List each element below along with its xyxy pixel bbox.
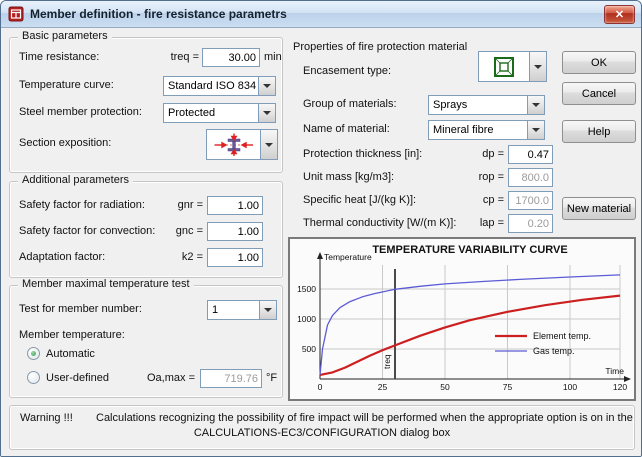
window-title: Member definition - fire resistance para… <box>30 7 287 21</box>
temperature-chart: 0 25 50 75 100 120 500 1000 1500 treq TEMPERATURE … <box>288 237 636 401</box>
svg-text:120: 120 <box>613 382 627 392</box>
lap-label: lap = <box>479 217 504 229</box>
radiation-factor-label: Safety factor for radiation: <box>19 199 145 211</box>
treq-label: treq = <box>170 51 199 63</box>
ok-button[interactable]: OK <box>562 51 636 74</box>
section-exposition-select[interactable] <box>206 129 278 160</box>
chevron-down-icon <box>527 121 544 139</box>
warning-bar: Warning !!! Calculations recognizing the… <box>9 405 635 450</box>
lap-input[interactable] <box>508 214 553 233</box>
name-of-material-select[interactable]: Mineral fibre <box>428 120 545 140</box>
cp-label: cp = <box>482 194 504 206</box>
rop-input[interactable] <box>508 168 553 187</box>
close-icon: ✕ <box>614 9 625 21</box>
oamax-unit-label: °F <box>266 372 278 384</box>
warning-label: Warning !!! <box>20 412 73 424</box>
protection-thickness-label: Protection thickness [in]: <box>303 148 423 160</box>
cp-input[interactable] <box>508 191 553 210</box>
svg-text:Element temp.: Element temp. <box>533 331 591 341</box>
name-of-material-label: Name of material: <box>303 123 390 135</box>
rop-label: rop = <box>478 171 504 183</box>
warning-line2: CALCULATIONS-EC3/CONFIGURATION dialog bo… <box>193 427 451 439</box>
temperature-curve-label: Temperature curve: <box>19 79 114 91</box>
chevron-down-icon <box>259 301 276 319</box>
convection-factor-label: Safety factor for convection: <box>19 225 156 237</box>
svg-text:500: 500 <box>302 344 316 354</box>
k2-input[interactable] <box>207 248 263 267</box>
specific-heat-label: Specific heat [J/(kg K)]: <box>303 194 417 206</box>
additional-parameters-group: Additional parameters <box>9 174 283 278</box>
encasement-type-select[interactable] <box>478 51 547 82</box>
svg-text:25: 25 <box>378 382 388 392</box>
svg-text:0: 0 <box>318 382 323 392</box>
section-exposition-label: Section exposition: <box>19 137 112 149</box>
steel-protection-select[interactable]: Protected <box>163 103 276 123</box>
chevron-down-icon <box>258 77 275 95</box>
automatic-radio-label: Automatic <box>46 348 95 360</box>
user-defined-radio[interactable] <box>27 371 40 384</box>
svg-text:1000: 1000 <box>297 314 316 324</box>
group-of-materials-value: Sprays <box>433 99 468 111</box>
svg-text:100: 100 <box>563 382 577 392</box>
thermal-conductivity-label: Thermal conductivity [W/(m K)]: <box>303 217 457 229</box>
svg-text:1500: 1500 <box>297 284 316 294</box>
cancel-button[interactable]: Cancel <box>562 82 636 105</box>
new-material-button[interactable]: New material <box>562 197 636 220</box>
svg-text:treq: treq <box>382 354 392 369</box>
temperature-curve-select[interactable]: Standard ISO 834 <box>163 76 276 96</box>
svg-text:TEMPERATURE VARIABILITY CURVE: TEMPERATURE VARIABILITY CURVE <box>372 244 567 256</box>
test-member-number-select[interactable]: 1 <box>207 300 277 320</box>
group-of-materials-label: Group of materials: <box>303 98 397 110</box>
group-title: Additional parameters <box>18 174 134 186</box>
chevron-down-icon <box>527 96 544 114</box>
test-member-number-value: 1 <box>212 304 219 316</box>
group-of-materials-select[interactable]: Sprays <box>428 95 545 115</box>
automatic-radio[interactable] <box>27 347 40 360</box>
oamax-input[interactable] <box>200 369 262 388</box>
gnr-label: gnr = <box>177 199 203 211</box>
chevron-down-icon <box>258 104 275 122</box>
group-title: Member maximal temperature test <box>18 278 194 290</box>
member-temperature-test-group: Member maximal temperature test <box>9 278 283 398</box>
user-defined-radio-label: User-defined <box>46 372 109 384</box>
group-title: Basic parameters <box>18 30 112 42</box>
encasement-type-icon <box>479 56 529 78</box>
unit-mass-label: Unit mass [kg/m3]: <box>303 171 395 183</box>
protection-section-header: Properties of fire protection material <box>293 41 468 53</box>
temperature-chart-svg: 0 25 50 75 100 120 500 1000 1500 treq TEMPERATURE … <box>297 244 631 392</box>
section-exposition-icon <box>207 132 260 158</box>
warning-line1: Calculations recognizing the possibility… <box>96 412 633 424</box>
svg-text:Gas temp.: Gas temp. <box>533 346 575 356</box>
chevron-down-icon <box>260 130 277 159</box>
svg-text:50: 50 <box>440 382 450 392</box>
adaptation-factor-label: Adaptation factor: <box>19 251 106 263</box>
svg-text:75: 75 <box>503 382 513 392</box>
treq-unit-label: min <box>264 51 282 63</box>
basic-parameters-group: Basic parameters <box>9 30 283 173</box>
dp-input[interactable] <box>508 145 553 164</box>
titlebar: Member definition - fire resistance para… <box>1 1 641 28</box>
gnr-input[interactable] <box>207 196 263 215</box>
steel-protection-label: Steel member protection: <box>19 106 142 118</box>
temperature-curve-value: Standard ISO 834 <box>168 80 257 92</box>
treq-input[interactable] <box>202 48 260 67</box>
k2-label: k2 = <box>181 251 203 263</box>
name-of-material-value: Mineral fibre <box>433 124 494 136</box>
time-resistance-label: Time resistance: <box>19 51 100 63</box>
gnc-input[interactable] <box>207 222 263 241</box>
svg-text:Temperature: Temperature <box>324 252 372 262</box>
gnc-label: gnc = <box>175 225 203 237</box>
svg-text:Time: Time <box>605 366 624 376</box>
test-member-number-label: Test for member number: <box>19 303 142 315</box>
steel-protection-value: Protected <box>168 107 216 119</box>
chevron-down-icon <box>529 52 546 81</box>
member-temperature-label: Member temperature: <box>19 329 125 341</box>
close-button[interactable]: ✕ <box>604 5 635 24</box>
oamax-label: Oa,max = <box>147 372 195 384</box>
encasement-type-label: Encasement type: <box>303 65 392 77</box>
help-button[interactable]: Help <box>562 120 636 143</box>
app-icon <box>8 6 24 22</box>
dp-label: dp = <box>482 148 504 160</box>
